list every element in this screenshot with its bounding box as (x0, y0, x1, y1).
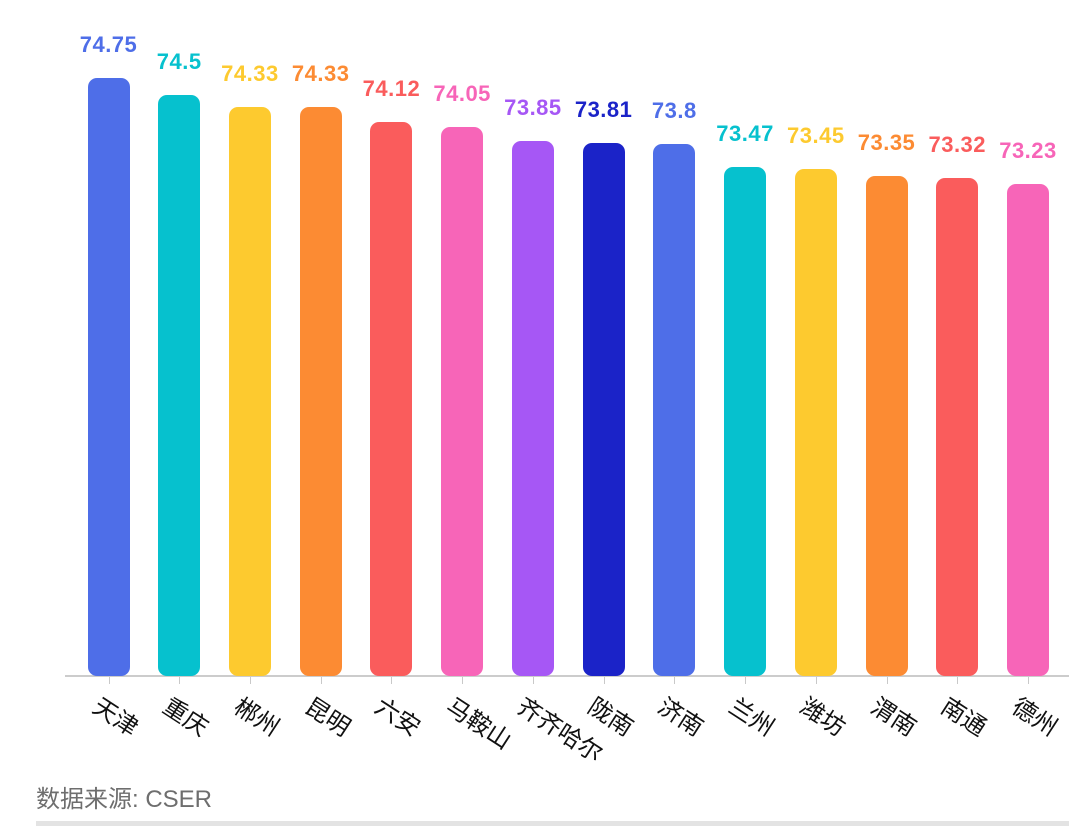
x-axis-label-南通: 南通 (936, 693, 992, 742)
x-axis-label-兰州: 兰州 (723, 693, 779, 742)
x-axis-tick (179, 677, 181, 684)
x-axis-tick (603, 677, 605, 684)
data-source-text: 数据来源: CSER (36, 786, 213, 813)
bar-南通 (936, 177, 979, 676)
bar-重庆 (158, 95, 201, 676)
bar-value-label-德州: 73.23 (999, 137, 1057, 163)
x-axis-tick (957, 677, 959, 684)
x-axis-tick (815, 677, 817, 684)
bar-渭南 (865, 175, 908, 676)
x-axis-tick (886, 677, 888, 684)
bar-chart: 74.75 天津 74.5 重庆 74.33 郴州 74.33 昆明 74.12 六安 74.05 马… (65, 31, 1069, 768)
x-axis-label-渭南: 渭南 (865, 693, 921, 742)
bar-陇南 (582, 143, 625, 676)
bar-value-label-兰州: 73.47 (716, 121, 774, 147)
x-axis-label-六安: 六安 (370, 693, 426, 742)
bar-潍坊 (794, 168, 837, 676)
bar-value-label-南通: 73.32 (928, 131, 987, 157)
x-axis-label-马鞍山: 马鞍山 (440, 693, 517, 756)
x-axis-tick (462, 677, 464, 684)
x-axis-tick (674, 677, 676, 684)
bar-马鞍山 (441, 126, 484, 676)
bar-value-label-六安: 74.12 (362, 75, 421, 101)
bar-value-label-齐齐哈尔: 73.85 (504, 94, 562, 120)
bar-value-label-陇南: 73.81 (574, 97, 633, 123)
x-axis-tick (532, 677, 534, 684)
bar-齐齐哈尔 (511, 140, 554, 676)
x-axis-tick (108, 677, 110, 684)
x-axis-label-郴州: 郴州 (228, 693, 284, 742)
x-axis-label-天津: 天津 (87, 693, 143, 742)
bar-value-label-重庆: 74.5 (156, 49, 202, 75)
x-axis-line (65, 675, 1069, 677)
bar-value-label-郴州: 74.33 (221, 61, 279, 87)
bar-郴州 (228, 107, 271, 676)
bar-济南 (653, 144, 696, 676)
x-axis-tick (320, 677, 322, 684)
footer-divider (36, 821, 1069, 826)
x-axis-label-重庆: 重庆 (158, 693, 214, 742)
bar-value-label-天津: 74.75 (79, 31, 138, 57)
bar-value-label-渭南: 73.35 (857, 129, 916, 155)
x-axis-tick (249, 677, 251, 684)
bar-value-label-济南: 73.8 (651, 98, 697, 124)
x-axis-tick (1027, 677, 1029, 684)
x-axis-tick (745, 677, 747, 684)
x-axis-label-潍坊: 潍坊 (794, 693, 850, 742)
bar-德州 (1006, 183, 1049, 676)
bar-昆明 (299, 107, 342, 676)
bar-六安 (370, 121, 413, 676)
x-axis-label-德州: 德州 (1006, 693, 1062, 742)
x-axis-label-济南: 济南 (653, 693, 709, 742)
x-axis-tick (391, 677, 393, 684)
bar-天津 (87, 77, 130, 676)
bar-value-label-昆明: 74.33 (291, 61, 350, 87)
bar-兰州 (724, 167, 767, 676)
bar-value-label-潍坊: 73.45 (787, 122, 845, 148)
bar-value-label-马鞍山: 74.05 (433, 80, 491, 106)
x-axis-label-昆明: 昆明 (299, 693, 355, 742)
